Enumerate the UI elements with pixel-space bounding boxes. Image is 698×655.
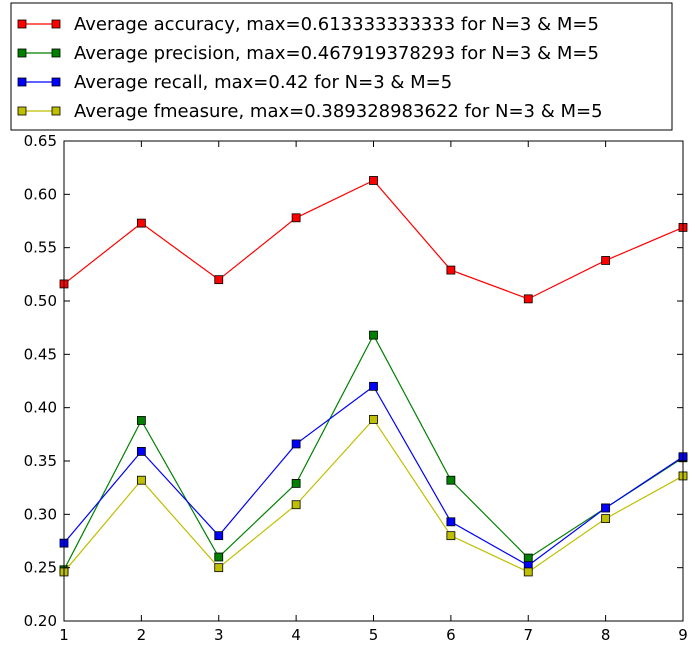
series-1: [59, 176, 688, 304]
y-tick-label: 0.35: [24, 452, 57, 470]
legend-entry: Average fmeasure, max=0.389328983622 for…: [17, 101, 603, 122]
series-line: [63, 333, 684, 571]
y-tick-label: 0.40: [24, 399, 57, 417]
data-point-marker: [291, 439, 301, 449]
x-tick-label: 1: [59, 626, 69, 644]
y-tick-label: 0.55: [24, 239, 57, 257]
data-point-marker: [136, 446, 146, 456]
legend-entry: Average precision, max=0.467919378293 fo…: [17, 43, 599, 64]
data-point-marker: [214, 275, 224, 285]
data-point-marker: [601, 256, 611, 265]
data-point-marker: [369, 330, 378, 340]
data-point-marker: [446, 475, 456, 485]
y-tick-label: 0.20: [24, 612, 57, 630]
data-point-marker: [601, 503, 611, 513]
data-point-marker: [369, 176, 378, 185]
data-point-marker: [214, 552, 224, 562]
y-axis: 0.20 0.25 0.30 0.35 0.40 0.45 0.50 0.55 0.60 0.65: [24, 132, 683, 630]
series-line: [63, 418, 684, 573]
data-point-marker: [369, 381, 378, 391]
data-point-marker: [214, 531, 224, 541]
series-line: [63, 179, 684, 300]
legend-marker: [51, 106, 61, 116]
data-point-marker: [291, 500, 301, 510]
data-point-marker: [446, 265, 456, 275]
data-point-marker: [136, 218, 146, 228]
legend-marker: [51, 19, 61, 29]
data-point-marker: [214, 563, 224, 573]
x-tick-label: 4: [291, 626, 301, 644]
legend-entry: Average accuracy, max=0.613333333333 for…: [17, 14, 599, 35]
x-tick-label: 6: [446, 626, 456, 644]
legend-marker: [51, 77, 61, 87]
legend-label: Average fmeasure, max=0.389328983622 for…: [74, 101, 603, 122]
legend-box: [10, 2, 673, 131]
y-tick-label: 0.60: [24, 185, 57, 203]
series-layer: [59, 176, 688, 577]
x-tick-label: 2: [137, 626, 147, 644]
legend-marker: [51, 48, 61, 58]
y-tick-label: 0.50: [24, 292, 57, 310]
data-point-marker: [291, 478, 301, 488]
y-tick-label: 0.25: [24, 559, 57, 577]
data-point-marker: [291, 213, 301, 223]
y-tick-label: 0.45: [24, 345, 57, 363]
legend-marker: [17, 19, 27, 29]
legend-label: Average precision, max=0.467919378293 fo…: [74, 43, 599, 64]
plot-area-frame: [63, 140, 684, 622]
data-point-marker: [446, 517, 456, 527]
series-4: [59, 414, 688, 577]
data-point-marker: [446, 531, 456, 541]
series-line: [63, 385, 684, 567]
y-tick-label: 0.30: [24, 505, 57, 523]
series-3: [59, 381, 688, 570]
x-tick-label: 8: [601, 626, 611, 644]
data-point-marker: [523, 553, 533, 563]
legend-label: Average recall, max=0.42 for N=3 & M=5: [74, 72, 452, 93]
x-tick-label: 3: [214, 626, 224, 644]
x-tick-label: 5: [369, 626, 379, 644]
data-point-marker: [523, 294, 533, 304]
legend-marker: [17, 48, 27, 58]
data-point-marker: [369, 414, 378, 424]
x-axis: 1 2 3 4 5 6 7 8 9: [59, 141, 688, 644]
legend-marker: [17, 106, 27, 116]
x-tick-label: 9: [678, 626, 688, 644]
legend-entry: Average recall, max=0.42 for N=3 & M=5: [17, 72, 452, 93]
legend: Average accuracy, max=0.613333333333 for…: [10, 2, 673, 131]
data-point-marker: [523, 567, 533, 577]
legend-label: Average accuracy, max=0.613333333333 for…: [74, 14, 599, 35]
y-tick-label: 0.65: [24, 132, 57, 150]
data-point-marker: [136, 475, 146, 485]
data-point-marker: [601, 514, 611, 523]
x-tick-label: 7: [523, 626, 533, 644]
legend-marker: [17, 77, 27, 87]
series-2: [59, 330, 688, 575]
data-point-marker: [136, 416, 146, 425]
